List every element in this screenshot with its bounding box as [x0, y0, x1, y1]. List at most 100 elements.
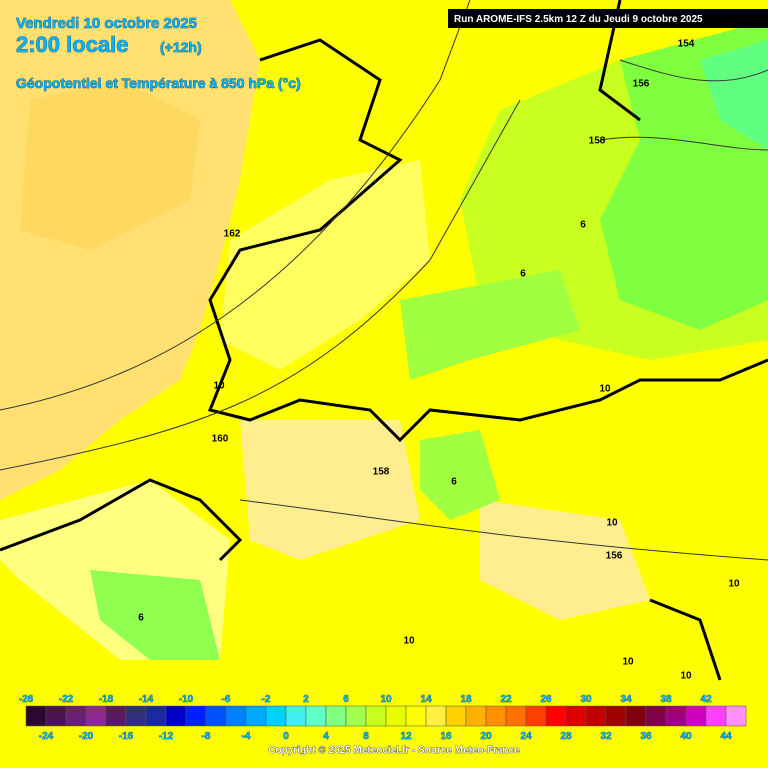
colorbar-swatch — [605, 705, 627, 727]
colorbar-swatch — [645, 705, 667, 727]
colorbar-swatch — [345, 705, 367, 727]
colorbar-swatch — [505, 705, 527, 727]
colorbar-swatch — [245, 705, 267, 727]
pale-area — [220, 160, 430, 370]
colorbar-label: 36 — [640, 731, 652, 742]
mild-area — [400, 270, 580, 380]
date: Vendredi 10 octobre 2025 — [16, 15, 197, 32]
time: 2:00 locale — [16, 32, 129, 57]
colorbar-swatch — [705, 705, 727, 727]
colorbar-swatch — [185, 705, 207, 727]
colorbar-label: 40 — [680, 731, 692, 742]
colorbar-label: 24 — [520, 731, 532, 742]
contour-label: 6 — [138, 613, 144, 624]
colorbar-label: -20 — [79, 731, 94, 742]
colorbar-label: 0 — [283, 731, 289, 742]
contour-label: 6 — [451, 477, 457, 488]
colorbar-swatch — [365, 705, 387, 727]
contour-label: 10 — [403, 636, 415, 647]
colorbar-swatch — [585, 705, 607, 727]
colorbar-label: 26 — [540, 694, 552, 705]
colorbar-label: 44 — [720, 731, 732, 742]
mild-area — [420, 430, 500, 520]
colorbar-swatch — [125, 705, 147, 727]
colorbar-label: 18 — [460, 694, 472, 705]
colorbar-swatch — [485, 705, 507, 727]
contour-label: 10 — [213, 381, 225, 392]
contour-labels: 154 156 158 162 6 6 10 10 160 158 6 10 156 10 6 10 10 10 — [138, 39, 740, 682]
colorbar-swatch — [305, 705, 327, 727]
colorbar-swatch — [225, 705, 247, 727]
copyright: Copyright © 2025 Meteociel.fr - Source M… — [268, 745, 520, 756]
lead: (+12h) — [160, 39, 202, 55]
colorbar-swatch — [265, 705, 287, 727]
pale-area — [240, 420, 420, 560]
colorbar-swatch — [385, 705, 407, 727]
pale-area — [480, 500, 650, 620]
colorbar-swatch — [105, 705, 127, 727]
colorbar-swatch — [405, 705, 427, 727]
contour-label: 156 — [606, 551, 623, 562]
colorbar-label: -10 — [179, 694, 194, 705]
contour-label: 154 — [678, 39, 695, 50]
colorbar-label: -8 — [202, 731, 211, 742]
contour-label: 10 — [622, 657, 634, 668]
colorbar-swatch — [45, 705, 67, 727]
colorbar-label: 20 — [480, 731, 492, 742]
warm-area — [20, 80, 200, 250]
colorbar-label: -26 — [19, 694, 34, 705]
run-bar — [448, 9, 768, 28]
colorbar-swatch — [545, 705, 567, 727]
colorbar-label: 22 — [500, 694, 512, 705]
mild-area — [90, 570, 220, 660]
colorbar-swatch — [665, 705, 687, 727]
colorbar-label: -16 — [119, 731, 134, 742]
contour-label: 10 — [680, 671, 692, 682]
colorbar-label: -14 — [139, 694, 154, 705]
colorbar-label: 4 — [323, 731, 329, 742]
colorbar-swatch — [65, 705, 87, 727]
colorbar-label: 28 — [560, 731, 572, 742]
colorbar-label: -24 — [39, 731, 54, 742]
subtitle: Géopotentiel et Température à 850 hPa (°… — [16, 75, 301, 91]
colorbar-label: 10 — [380, 694, 392, 705]
colorbar-swatch — [205, 705, 227, 727]
contour-label: 158 — [589, 136, 606, 147]
colorbar-swatch — [425, 705, 447, 727]
colorbar-swatch — [285, 705, 307, 727]
colorbar-label: 38 — [660, 694, 672, 705]
colorbar-label: 16 — [440, 731, 452, 742]
contour-label: 162 — [224, 229, 241, 240]
colorbar-label: 34 — [620, 694, 632, 705]
run-info: Run AROME-IFS 2.5km 12 Z du Jeudi 9 octo… — [454, 14, 703, 25]
contour-label: 6 — [520, 269, 526, 280]
colorbar-label: -22 — [59, 694, 74, 705]
colorbar-swatch — [325, 705, 347, 727]
colorbar-label: -2 — [262, 694, 271, 705]
contour-label: 6 — [580, 220, 586, 231]
colorbar-swatch — [85, 705, 107, 727]
colorbar-label: 6 — [343, 694, 349, 705]
colorbar-label: 30 — [580, 694, 592, 705]
colorbar-label: -4 — [242, 731, 251, 742]
coastline — [0, 0, 768, 681]
contour-label: 10 — [599, 384, 611, 395]
contour-label: 10 — [606, 518, 618, 529]
colorbar-swatch — [685, 705, 707, 727]
contour-label: 156 — [633, 79, 650, 90]
colorbar-swatch — [25, 705, 47, 727]
colorbar-label: -18 — [99, 694, 114, 705]
colorbar-label: 32 — [600, 731, 612, 742]
colorbar: -26 -22 -18 -14 -10 -6 -2 2 6 10 14 18 22 26 30 34 38 42-… — [19, 694, 747, 742]
colorbar-swatch — [165, 705, 187, 727]
colorbar-swatch — [465, 705, 487, 727]
contour-label: 160 — [212, 434, 229, 445]
colorbar-label: 8 — [363, 731, 369, 742]
colorbar-swatch — [725, 705, 747, 727]
colorbar-label: 14 — [420, 694, 432, 705]
colorbar-swatch — [625, 705, 647, 727]
colorbar-swatch — [525, 705, 547, 727]
colorbar-swatch — [445, 705, 467, 727]
colorbar-swatch — [145, 705, 167, 727]
